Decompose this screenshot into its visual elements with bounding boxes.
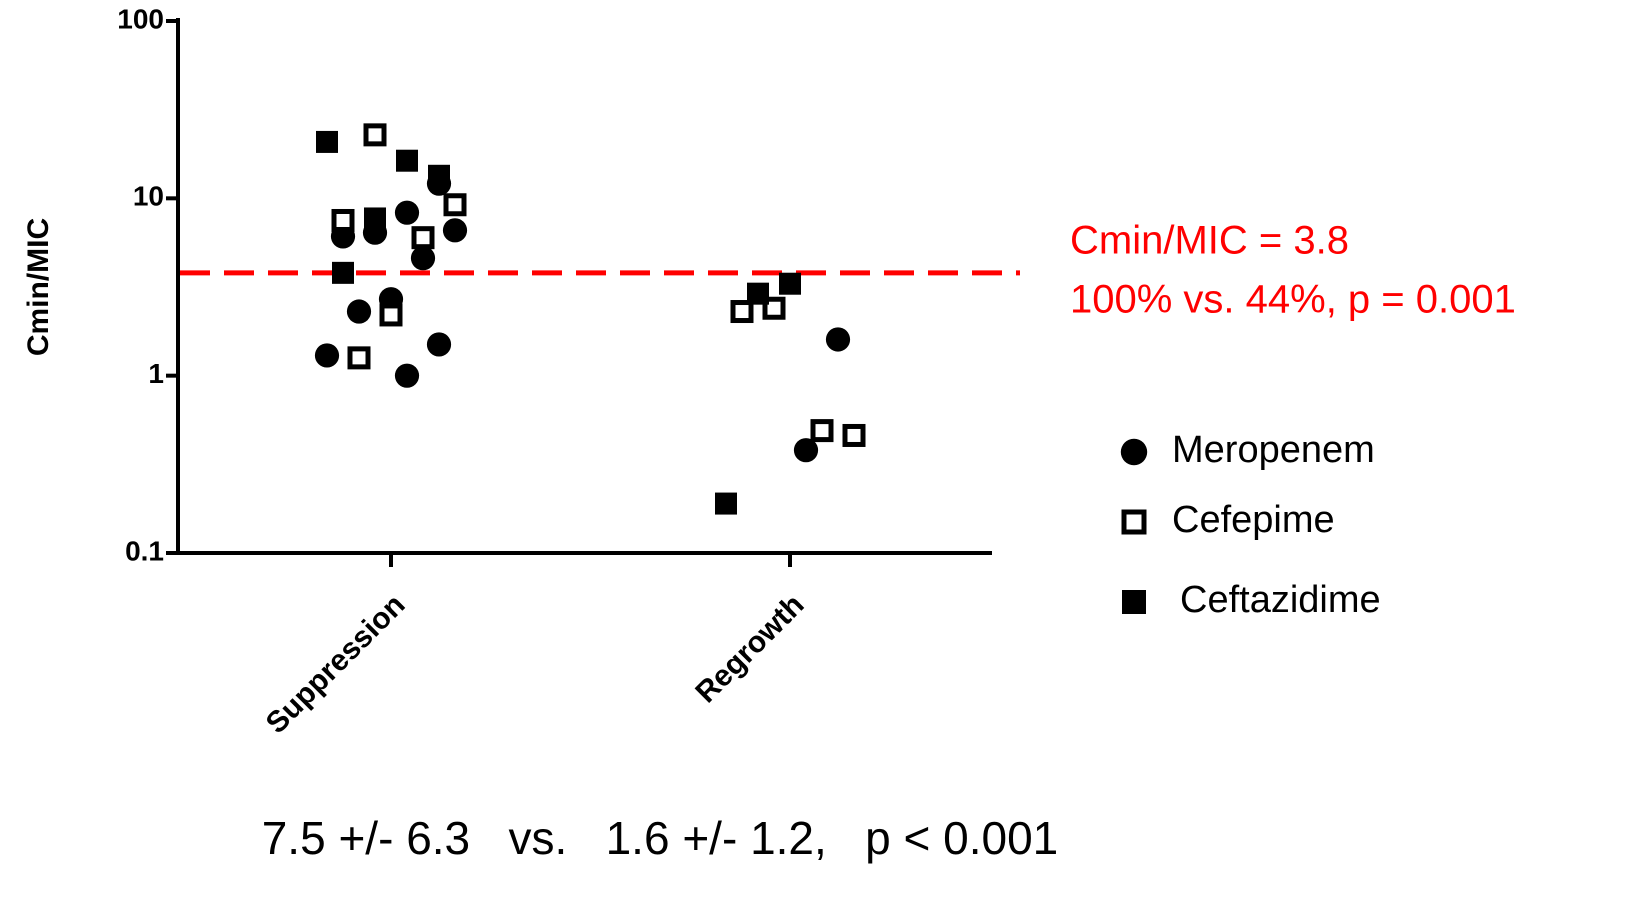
legend-marker	[1120, 438, 1148, 466]
data-point	[411, 226, 435, 250]
data-point	[364, 207, 386, 230]
data-point	[379, 303, 403, 327]
legend-marker	[1121, 509, 1147, 535]
y-tick-label: 100	[117, 3, 164, 34]
x-tick-label: Suppression	[260, 588, 412, 740]
data-point	[442, 218, 468, 243]
annotation: 100% vs. 44%, p = 0.001	[1070, 278, 1516, 322]
legend-marker	[1122, 590, 1146, 614]
data-point	[443, 193, 467, 217]
data-point	[426, 332, 452, 357]
footnote: 7.5 +/- 6.3 vs. 1.6 +/- 1.2, p < 0.001	[262, 812, 1059, 864]
data-point	[810, 419, 834, 443]
y-tick-label: 10	[133, 181, 164, 212]
data-point	[346, 299, 372, 324]
data-point	[825, 327, 851, 352]
y-tick-label: 1	[148, 358, 164, 389]
data-point	[793, 438, 819, 463]
data-point	[747, 282, 769, 305]
data-point	[715, 492, 737, 515]
data-point	[730, 300, 754, 324]
data-point	[314, 343, 340, 368]
data-point	[396, 149, 418, 172]
data-point	[331, 208, 355, 232]
data-point	[428, 164, 450, 187]
data-point	[394, 363, 420, 388]
data-point	[842, 423, 866, 447]
legend-label: Ceftazidime	[1180, 579, 1381, 621]
x-tick-label: Regrowth	[689, 588, 810, 709]
data-point	[347, 346, 371, 370]
data-point	[410, 246, 436, 271]
y-tick-label: 0.1	[125, 535, 164, 566]
data-point	[363, 123, 387, 147]
annotation: Cmin/MIC = 3.8	[1070, 219, 1349, 263]
data-point	[394, 200, 420, 225]
data-point	[332, 261, 354, 284]
data-point	[316, 130, 338, 153]
y-axis-label: Cmin/MIC	[22, 218, 55, 356]
legend-label: Cefepime	[1172, 499, 1335, 541]
data-point	[779, 272, 801, 295]
data-point	[762, 296, 786, 320]
legend-label: Meropenem	[1172, 429, 1375, 471]
